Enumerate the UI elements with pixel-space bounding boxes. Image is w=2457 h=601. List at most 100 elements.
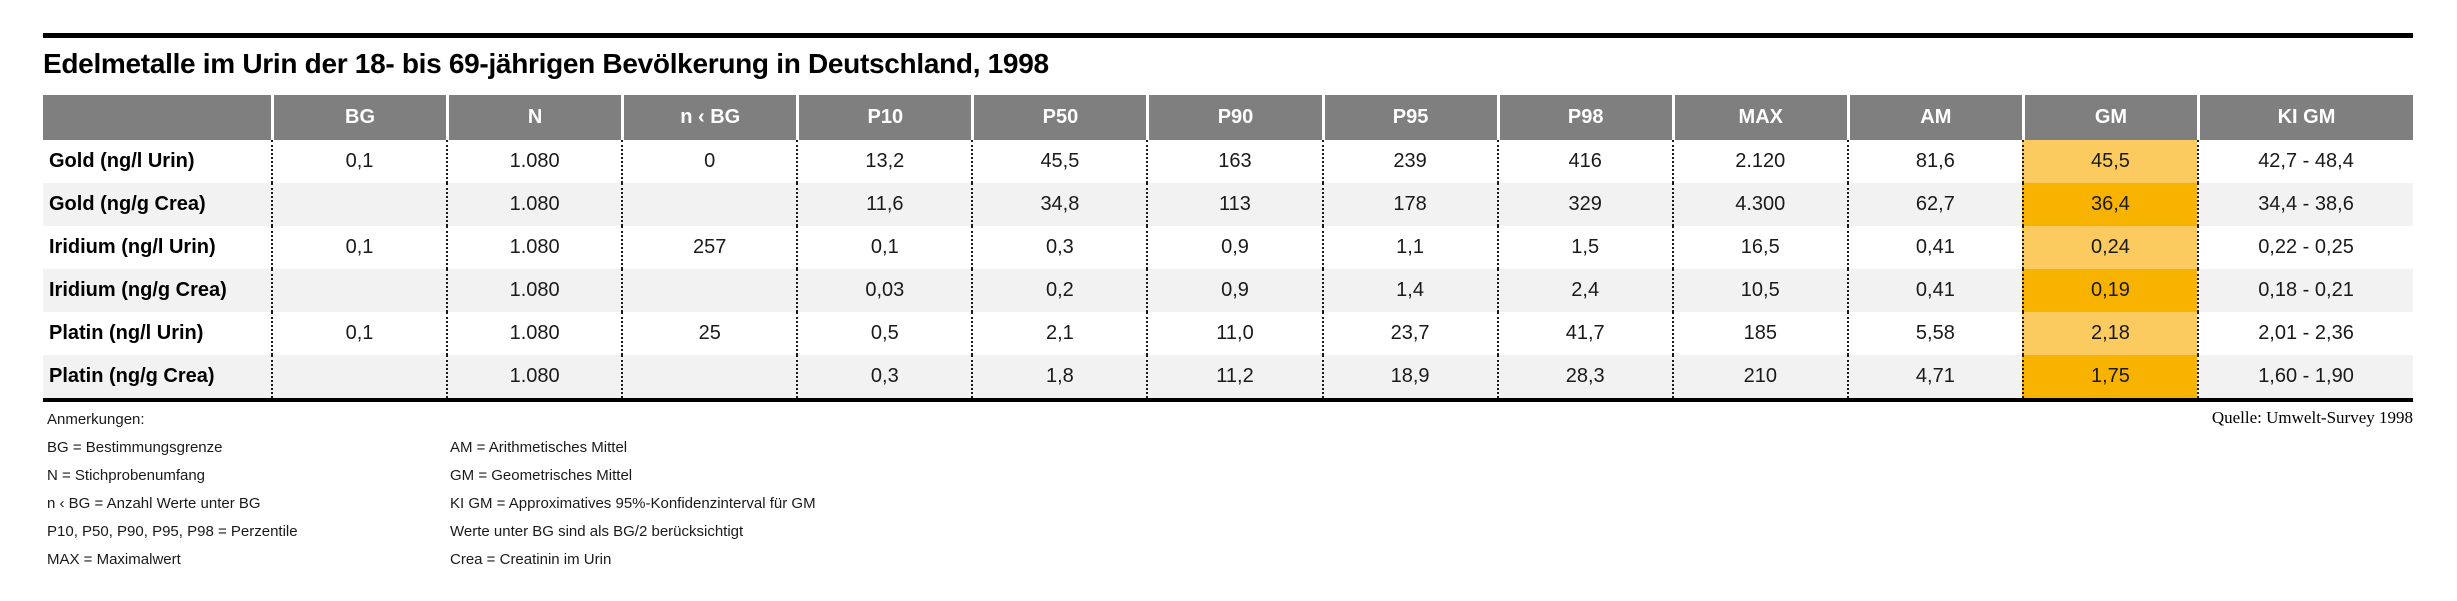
row-label: Gold (ng/g Crea) (43, 183, 271, 226)
table-cell: 5,58 (1846, 312, 2022, 355)
footnote-item: KI GM = Approximatives 95%-Konfidenzinte… (450, 495, 816, 512)
table-cell: 81,6 (1846, 140, 2022, 183)
table-cell: 1,1 (1321, 226, 1497, 269)
table-cell: 0,2 (971, 269, 1147, 312)
top-rule (43, 33, 2413, 38)
column-header-kigm: KI GM (2197, 95, 2413, 140)
table-cell: 41,7 (1496, 312, 1672, 355)
bottom-rule (43, 398, 2413, 402)
table-cell: 2,4 (1496, 269, 1672, 312)
column-header-max: MAX (1671, 95, 1847, 140)
table-row: Platin (ng/g Crea) 1.080 0,3 1,8 11,2 18… (43, 355, 2413, 398)
table-cell: 0,03 (796, 269, 972, 312)
footnote-item: P10, P50, P90, P95, P98 = Perzentile (47, 523, 298, 540)
row-label: Gold (ng/l Urin) (43, 140, 271, 183)
table-cell: 185 (1671, 312, 1847, 355)
row-label: Iridium (ng/g Crea) (43, 269, 271, 312)
footnote-item: AM = Arithmetisches Mittel (450, 439, 628, 456)
table-cell: 62,7 (1846, 183, 2022, 226)
table-cell: 0,9 (1146, 269, 1322, 312)
table-cell: 0,18 - 0,21 (2197, 269, 2413, 312)
table-cell: 25 (621, 312, 797, 355)
table-cell: 257 (621, 226, 797, 269)
table-cell: 2,01 - 2,36 (2197, 312, 2413, 355)
footnote-item: N = Stichprobenumfang (47, 467, 206, 484)
document-page: Edelmetalle im Urin der 18- bis 69-jähri… (43, 33, 2413, 579)
table-row: Platin (ng/l Urin) 0,1 1.080 25 0,5 2,1 … (43, 312, 2413, 355)
source-note: Quelle: Umwelt-Survey 1998 (2211, 408, 2413, 427)
table-cell: 0,1 (271, 140, 447, 183)
table-cell: 1.080 (446, 312, 622, 355)
footnote-item: n ‹ BG = Anzahl Werte unter BG (47, 495, 261, 512)
column-header-p98: P98 (1496, 95, 1672, 140)
table-cell: 0,41 (1846, 269, 2022, 312)
column-header-bg: BG (271, 95, 447, 140)
table-cell: 2,1 (971, 312, 1147, 355)
column-header-gm: GM (2021, 95, 2197, 140)
table-cell: 34,4 - 38,6 (2197, 183, 2413, 226)
table-cell: 0 (621, 140, 797, 183)
column-header-p90: P90 (1146, 95, 1322, 140)
table-cell (271, 355, 447, 398)
table-cell (621, 269, 797, 312)
table-cell: 2.120 (1671, 140, 1847, 183)
row-label: Iridium (ng/l Urin) (43, 226, 271, 269)
table-cell: 0,22 - 0,25 (2197, 226, 2413, 269)
table-cell: 0,1 (271, 312, 447, 355)
footnote-item: Crea = Creatinin im Urin (450, 551, 612, 568)
footnote-heading: Anmerkungen: (47, 411, 145, 428)
gm-cell: 36,4 (2021, 183, 2197, 226)
table-cell: 45,5 (971, 140, 1147, 183)
table-cell: 11,0 (1146, 312, 1322, 355)
table-cell: 1,4 (1321, 269, 1497, 312)
table-cell: 10,5 (1671, 269, 1847, 312)
table-cell: 1,8 (971, 355, 1147, 398)
table-cell: 416 (1496, 140, 1672, 183)
footnotes: Quelle: Umwelt-Survey 1998 Anmerkungen: … (43, 402, 2413, 579)
table-cell: 11,6 (796, 183, 972, 226)
gm-cell: 0,24 (2021, 226, 2197, 269)
table-cell (271, 183, 447, 226)
table-cell: 1.080 (446, 269, 622, 312)
table-cell: 113 (1146, 183, 1322, 226)
table-cell: 0,1 (271, 226, 447, 269)
table-header-row: BG N n ‹ BG P10 P50 P90 P95 P98 MAX AM G… (43, 95, 2413, 140)
table-cell: 34,8 (971, 183, 1147, 226)
row-label: Platin (ng/l Urin) (43, 312, 271, 355)
table-cell: 28,3 (1496, 355, 1672, 398)
table-cell: 210 (1671, 355, 1847, 398)
table-cell: 329 (1496, 183, 1672, 226)
table-cell: 16,5 (1671, 226, 1847, 269)
table-cell (621, 355, 797, 398)
page-title: Edelmetalle im Urin der 18- bis 69-jähri… (43, 48, 1049, 79)
table-cell: 0,3 (796, 355, 972, 398)
table-cell: 11,2 (1146, 355, 1322, 398)
table-cell: 0,1 (796, 226, 972, 269)
column-header-am: AM (1846, 95, 2022, 140)
table-cell: 163 (1146, 140, 1322, 183)
table-cell (621, 183, 797, 226)
table-row: Iridium (ng/l Urin) 0,1 1.080 257 0,1 0,… (43, 226, 2413, 269)
row-label: Platin (ng/g Crea) (43, 355, 271, 398)
table-cell: 1.080 (446, 183, 622, 226)
table-row: Gold (ng/l Urin) 0,1 1.080 0 13,2 45,5 1… (43, 140, 2413, 183)
footnote-item: MAX = Maximalwert (47, 551, 181, 568)
table-row: Gold (ng/g Crea) 1.080 11,6 34,8 113 178… (43, 183, 2413, 226)
gm-cell: 2,18 (2021, 312, 2197, 355)
table-cell: 1.080 (446, 140, 622, 183)
gm-cell: 0,19 (2021, 269, 2197, 312)
table-cell: 1.080 (446, 355, 622, 398)
column-header-rowlabel (43, 95, 271, 140)
table-cell: 178 (1321, 183, 1497, 226)
table-cell: 4.300 (1671, 183, 1847, 226)
footnote-item: GM = Geometrisches Mittel (450, 467, 633, 484)
table-cell: 23,7 (1321, 312, 1497, 355)
table-cell: 1,5 (1496, 226, 1672, 269)
column-header-n: N (446, 95, 622, 140)
column-header-p50: P50 (971, 95, 1147, 140)
table-cell: 1,60 - 1,90 (2197, 355, 2413, 398)
table-cell: 239 (1321, 140, 1497, 183)
table-cell: 4,71 (1846, 355, 2022, 398)
table-cell: 13,2 (796, 140, 972, 183)
data-table: BG N n ‹ BG P10 P50 P90 P95 P98 MAX AM G… (43, 95, 2413, 398)
